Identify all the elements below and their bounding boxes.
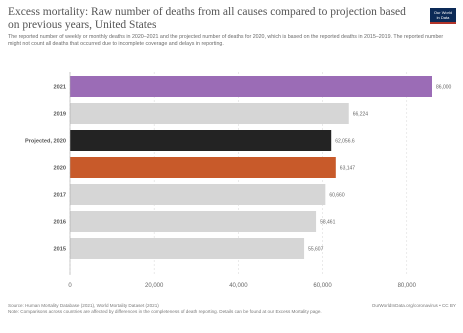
- x-tick-label: 40,000: [229, 283, 248, 289]
- bar: [70, 238, 305, 259]
- x-tick-label: 60,000: [313, 283, 332, 289]
- category-label: 2021: [54, 85, 66, 91]
- value-label: 55,607: [308, 247, 324, 253]
- value-label: 66,224: [353, 112, 369, 118]
- bar: [70, 184, 326, 205]
- note-text: Note: Comparisons across countries are a…: [8, 309, 322, 314]
- category-label: 2016: [54, 220, 66, 226]
- value-label: 60,660: [329, 193, 345, 199]
- source-text: Source: Human Mortality Database (2021),…: [8, 303, 159, 308]
- value-label: 86,000: [436, 85, 452, 91]
- owid-logo[interactable]: Our World in Data: [430, 8, 456, 24]
- bar: [70, 211, 317, 232]
- chart-title: Excess mortality: Raw number of deaths f…: [8, 6, 406, 31]
- value-label: 58,461: [320, 220, 336, 226]
- category-label: 2015: [54, 247, 66, 253]
- bar: [70, 130, 332, 151]
- bar: [70, 76, 432, 97]
- logo-line-2: in Data: [436, 15, 450, 20]
- x-tick-label: 0: [68, 283, 72, 289]
- logo-line-1: Our World: [433, 10, 453, 16]
- source-link[interactable]: OurWorldInData.org/coronavirus • CC BY: [371, 303, 456, 308]
- logo-accent-bar: [430, 22, 456, 24]
- category-label: Projected, 2020: [25, 139, 66, 145]
- category-label: 2017: [54, 193, 66, 199]
- bar: [70, 103, 349, 124]
- x-tick-label: 80,000: [398, 283, 417, 289]
- bar: [70, 157, 336, 178]
- category-label: 2019: [54, 112, 66, 118]
- category-label: 2020: [54, 166, 66, 172]
- x-tick-label: 20,000: [145, 283, 164, 289]
- value-label: 62,056.6: [335, 139, 355, 145]
- chart-subtitle: The reported number of weekly or monthly…: [8, 34, 444, 47]
- value-label: 63,147: [340, 166, 356, 172]
- chart-footer: OurWorldInData.org/coronavirus • CC BY S…: [8, 303, 456, 315]
